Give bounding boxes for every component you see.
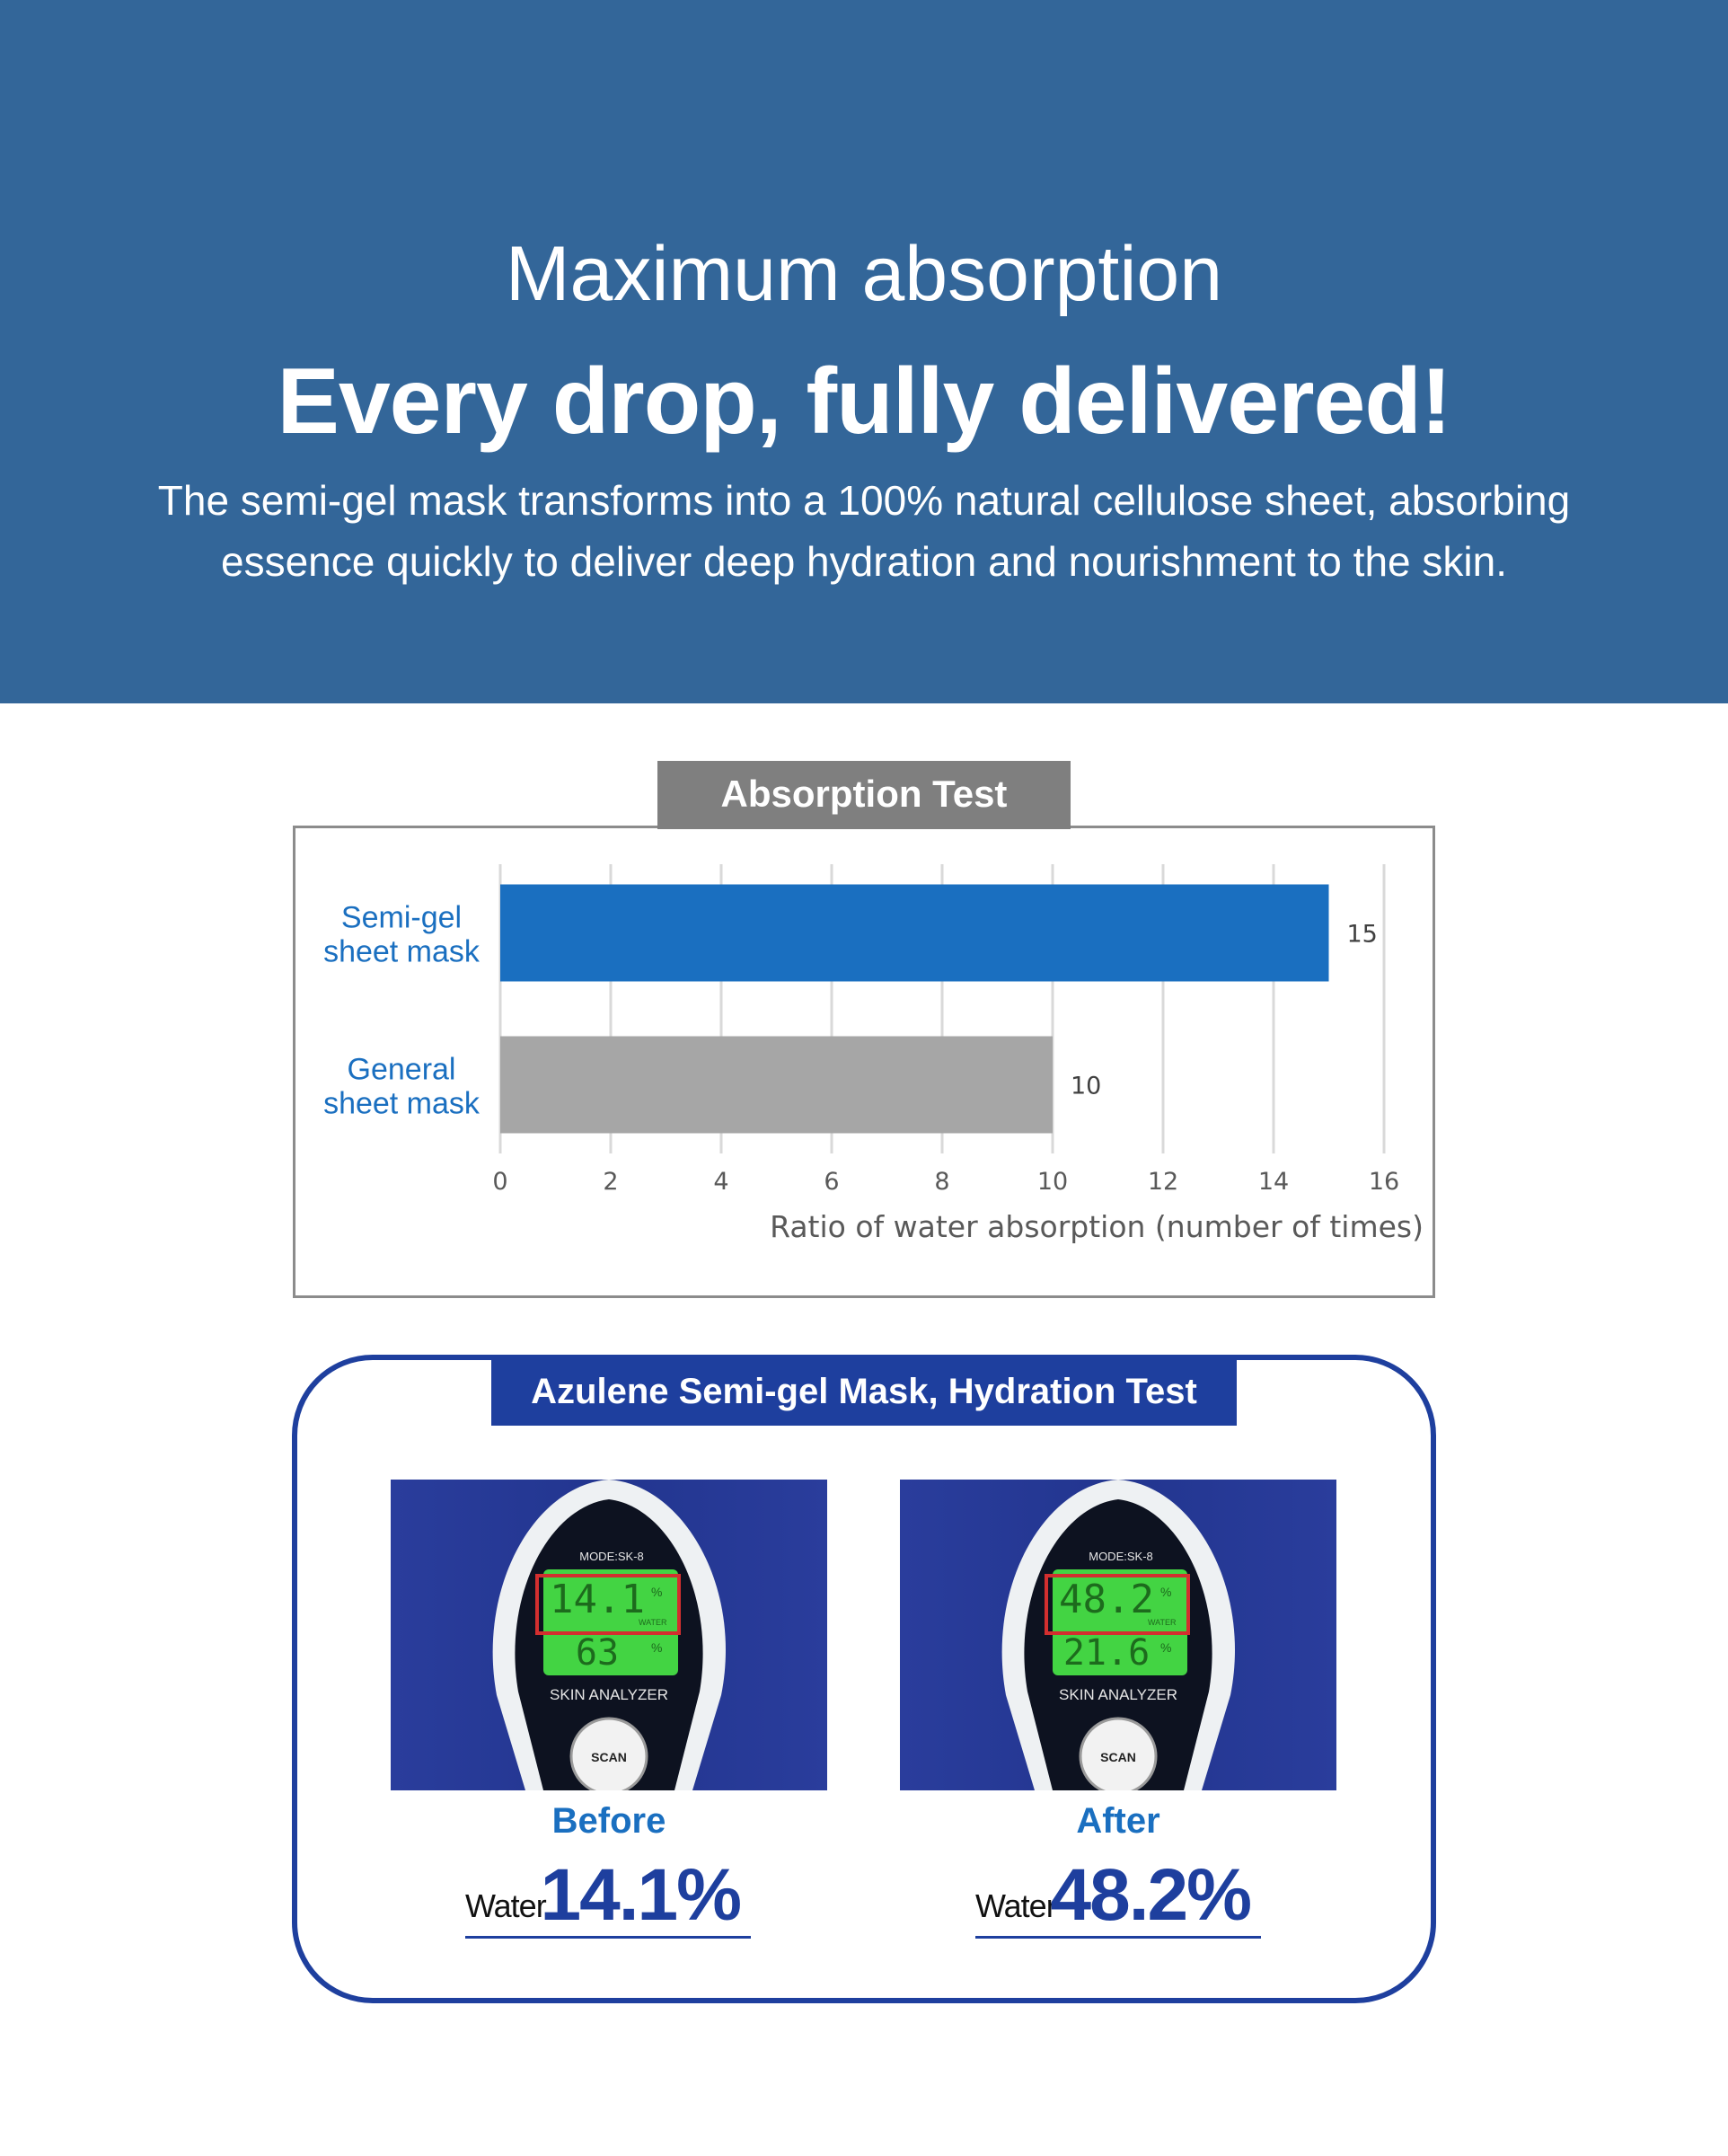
hydration-test-tab: Azulene Semi-gel Mask, Hydration Test bbox=[491, 1357, 1237, 1426]
x-tick-label: 4 bbox=[713, 1168, 728, 1196]
x-tick-label: 8 bbox=[934, 1168, 949, 1196]
svg-text:%: % bbox=[1160, 1640, 1171, 1655]
category-label: sheet mask bbox=[323, 935, 480, 969]
before-water-reading: Water 14.1% bbox=[465, 1858, 751, 1939]
water-reading-highlight bbox=[1045, 1574, 1190, 1635]
device-mode-text: MODE:SK-8 bbox=[579, 1550, 644, 1563]
hero-subtitle: Maximum absorption bbox=[505, 231, 1223, 317]
absorption-test-tab: Absorption Test bbox=[657, 761, 1071, 829]
hero-title: Every drop, fully delivered! bbox=[277, 349, 1451, 454]
svg-text:%: % bbox=[1160, 1585, 1171, 1599]
x-tick-label: 14 bbox=[1258, 1168, 1289, 1196]
scan-button-graphic bbox=[1079, 1717, 1158, 1790]
hero-description: The semi-gel mask transforms into a 100%… bbox=[157, 477, 1571, 585]
lcd-water-indicator: WATER bbox=[1148, 1618, 1177, 1627]
before-water-value: 14.1% bbox=[540, 1854, 742, 1936]
after-water-value: 48.2% bbox=[1050, 1854, 1252, 1936]
bar bbox=[500, 1036, 1053, 1134]
water-word: Water bbox=[975, 1887, 1057, 1924]
category-label: Semi-gel bbox=[341, 901, 462, 935]
after-water-reading: Water 48.2% bbox=[975, 1858, 1261, 1939]
bar bbox=[500, 884, 1329, 982]
water-word: Water bbox=[465, 1887, 547, 1924]
x-tick-label: 12 bbox=[1148, 1168, 1178, 1196]
after-device-photo: MODE:SK-8 48.2 % WATER 21.6 % SKIN ANALY… bbox=[900, 1480, 1336, 1790]
before-device-photo: MODE:SK-8 14.1 % WATER 63 % SKIN ANALYZE… bbox=[391, 1480, 827, 1790]
x-axis-label: Ratio of water absorption (number of tim… bbox=[770, 1209, 1424, 1244]
before-lcd-bottom: 63 bbox=[576, 1632, 619, 1674]
skin-analyzer-illustration: MODE:SK-8 14.1 % WATER 63 % SKIN ANALYZE… bbox=[492, 1480, 726, 1790]
after-label: After bbox=[1076, 1801, 1160, 1841]
absorption-chart-frame: 0 2 4 6 8 10 12 14 16 15 Semi-gel sheet mask 10 Gener… bbox=[293, 826, 1435, 1298]
water-reading-highlight bbox=[535, 1574, 681, 1635]
x-tick-label: 0 bbox=[492, 1168, 507, 1196]
x-tick-label: 6 bbox=[824, 1168, 839, 1196]
scan-label: SCAN bbox=[1100, 1750, 1136, 1764]
lcd-water-indicator: WATER bbox=[639, 1618, 667, 1627]
scan-button-graphic bbox=[569, 1717, 648, 1790]
before-label: Before bbox=[551, 1801, 666, 1841]
x-tick-label: 16 bbox=[1369, 1168, 1399, 1196]
x-tick-label: 2 bbox=[603, 1168, 618, 1196]
x-tick-label: 10 bbox=[1037, 1168, 1068, 1196]
device-name-text: SKIN ANALYZER bbox=[550, 1686, 668, 1703]
device-mode-text: MODE:SK-8 bbox=[1089, 1550, 1153, 1563]
hero-banner: Maximum absorption Every drop, fully del… bbox=[0, 0, 1728, 703]
before-lcd-top: 14.1 bbox=[550, 1577, 645, 1622]
category-label: General bbox=[348, 1053, 456, 1087]
data-label: 10 bbox=[1071, 1073, 1101, 1100]
category-label: sheet mask bbox=[323, 1087, 480, 1121]
after-lcd-bottom: 21.6 bbox=[1063, 1632, 1150, 1674]
skin-analyzer-illustration: MODE:SK-8 48.2 % WATER 21.6 % SKIN ANALY… bbox=[1001, 1480, 1235, 1790]
data-label: 15 bbox=[1347, 921, 1378, 949]
svg-text:%: % bbox=[651, 1640, 662, 1655]
svg-text:%: % bbox=[651, 1585, 662, 1599]
after-lcd-top: 48.2 bbox=[1059, 1577, 1154, 1622]
scan-label: SCAN bbox=[591, 1750, 627, 1764]
device-name-text: SKIN ANALYZER bbox=[1059, 1686, 1177, 1703]
